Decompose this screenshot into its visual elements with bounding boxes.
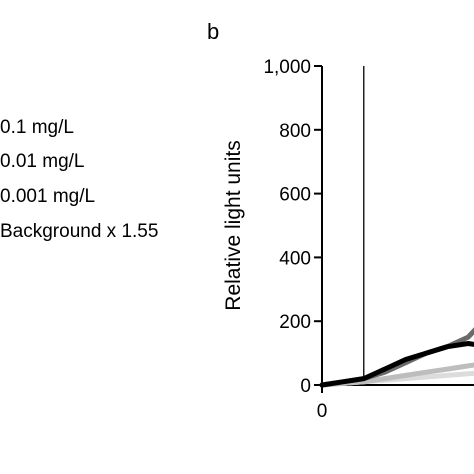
series-line-1 bbox=[319, 341, 474, 388]
y-tick-label: 400 bbox=[279, 248, 311, 269]
series-line-2 bbox=[319, 362, 474, 388]
y-tick-label: 200 bbox=[279, 312, 311, 333]
legend-item-2: 0.001 mg/L bbox=[0, 186, 96, 207]
y-tick-label: 800 bbox=[279, 121, 311, 142]
x-tick-label: 0 bbox=[317, 401, 328, 422]
legend-item-1: 0.01 mg/L bbox=[0, 151, 85, 172]
series-layer bbox=[319, 327, 474, 388]
series-line-0 bbox=[319, 327, 474, 388]
y-tick-label: 0 bbox=[300, 376, 311, 397]
y-axis-label: Relative light units bbox=[222, 140, 245, 310]
legend-item-0: 0.1 mg/L bbox=[0, 117, 74, 138]
y-tick-label: 600 bbox=[279, 185, 311, 206]
legend-item-3: Background x 1.55 bbox=[0, 221, 159, 242]
y-tick-label: 1,000 bbox=[263, 57, 311, 78]
panel-label: b bbox=[207, 19, 220, 44]
